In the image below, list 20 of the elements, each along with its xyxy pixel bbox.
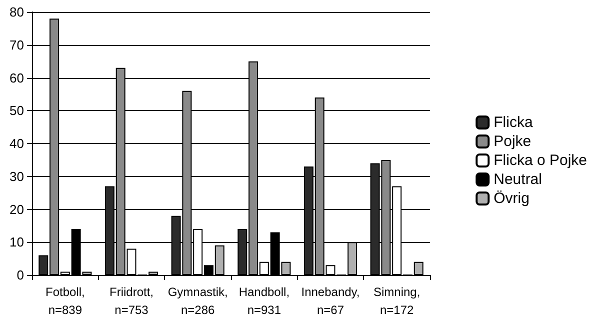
legend-label: Flicka o Pojke xyxy=(494,152,588,169)
y-tick-label: 40 xyxy=(10,136,24,151)
y-tick-label: 50 xyxy=(10,103,24,118)
legend-label: Övrig xyxy=(494,190,530,207)
x-tick-label: Friidrott, n=753 xyxy=(109,285,154,317)
x-tick-label: Innebandy, n=67 xyxy=(301,285,360,317)
x-tick-label: Fotboll, n=839 xyxy=(45,285,85,317)
y-tick-label: 20 xyxy=(10,202,24,217)
y-tick-label: 0 xyxy=(16,268,24,282)
y-tick-label: 30 xyxy=(10,168,24,184)
y-tick-label: 60 xyxy=(10,70,24,86)
y-tick-label: 70 xyxy=(10,37,24,52)
x-tick-label: Simning, n=172 xyxy=(373,285,420,317)
legend-label: Flicka xyxy=(494,114,534,131)
y-tick-label: 80 xyxy=(10,4,24,20)
legend-label: Pojke xyxy=(494,133,532,150)
y-tick-label: 10 xyxy=(10,234,24,250)
x-tick-label: Handboll, n=931 xyxy=(238,285,290,317)
legend-label: Neutral xyxy=(494,171,542,188)
x-tick-label: Gymnastik, n=286 xyxy=(168,285,228,317)
